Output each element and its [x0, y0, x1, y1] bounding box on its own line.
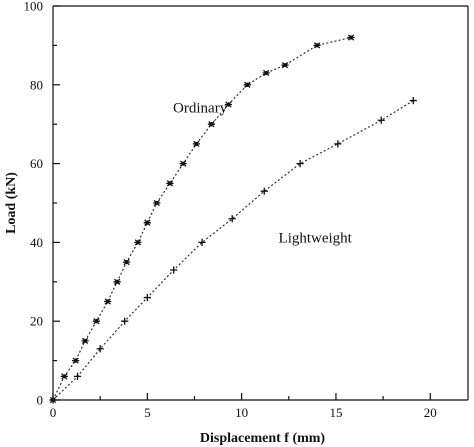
data-point [73, 372, 82, 380]
data-point [334, 140, 342, 148]
y-tick-label: 20 [30, 314, 43, 329]
y-tick-label: 100 [24, 0, 44, 14]
data-point [96, 345, 104, 353]
annotation-label: Lightweight [279, 230, 353, 246]
data-point [153, 199, 161, 207]
y-tick-label: 80 [30, 77, 43, 92]
series-line-ordinary [52, 36, 352, 401]
data-point [262, 69, 270, 77]
data-point [81, 337, 89, 345]
y-axis-title: Load (kN) [4, 172, 19, 234]
x-tick-label: 20 [424, 405, 437, 420]
data-point [281, 61, 289, 69]
data-point [92, 318, 100, 325]
x-tick-label: 15 [329, 405, 342, 420]
data-point [260, 187, 268, 195]
data-point [143, 293, 151, 302]
annotation-label: Ordinary [173, 100, 228, 116]
series-ordinary [49, 34, 355, 404]
x-tick-label: 0 [50, 405, 57, 420]
data-point [409, 96, 417, 105]
y-axis: 0 20 40 60 80 100 [24, 0, 60, 408]
data-point [72, 357, 80, 364]
data-point [224, 101, 233, 108]
data-point [192, 140, 200, 148]
data-point [122, 258, 131, 266]
x-tick-label: 5 [144, 405, 151, 420]
data-point [134, 239, 142, 246]
annotation-layer: Ordinary Lightweight [173, 100, 353, 246]
y-tick-label: 40 [30, 235, 43, 250]
data-point [347, 34, 355, 41]
x-axis-title: Displacement f (mm) [200, 431, 326, 446]
data-point [377, 116, 385, 124]
data-point [121, 317, 129, 325]
x-axis: 0 5 10 15 20 [50, 393, 437, 420]
data-point [296, 160, 304, 168]
y-tick-label: 0 [37, 393, 44, 408]
series-lightweight [49, 96, 417, 404]
data-point [228, 215, 236, 223]
series-layer [49, 34, 417, 404]
x-tick-label: 10 [235, 405, 248, 420]
data-point [243, 81, 251, 88]
data-point [166, 180, 174, 187]
data-point [198, 238, 206, 246]
data-point [49, 396, 57, 404]
data-point [104, 298, 112, 305]
plot-area [52, 5, 469, 401]
data-point [170, 266, 178, 274]
series-line-lightweight [52, 100, 414, 401]
data-point [313, 42, 321, 49]
data-point [113, 278, 121, 285]
data-point [143, 219, 151, 226]
data-point [179, 160, 187, 167]
y-tick-label: 60 [30, 156, 43, 171]
data-point [60, 373, 68, 380]
data-point [207, 121, 216, 128]
